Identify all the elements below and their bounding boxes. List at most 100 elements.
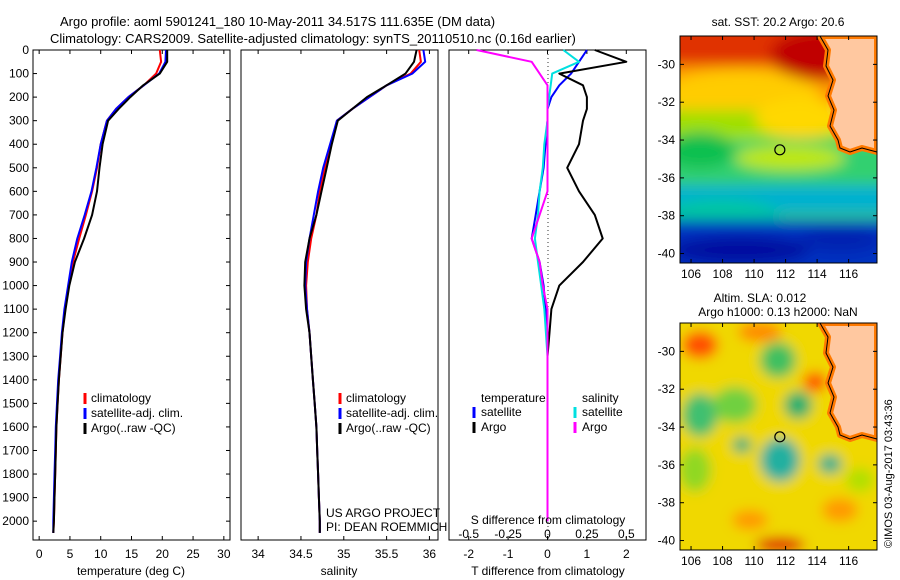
legend-title-salinity: salinity bbox=[582, 391, 619, 405]
depth-tick-label: 1100 bbox=[3, 302, 29, 316]
map-y-tick-label: -36 bbox=[658, 171, 676, 185]
sst-map-panel: sat. SST: 20.2 Argo: 20.6 bbox=[658, 15, 878, 281]
sst-map-frame bbox=[679, 35, 878, 264]
sst-coastline bbox=[819, 36, 877, 153]
sla-coastline bbox=[819, 323, 877, 440]
map-x-tick-label: 106 bbox=[681, 267, 701, 281]
map-y-tick-label: -32 bbox=[658, 95, 676, 109]
map-x-tick-label: 108 bbox=[713, 267, 733, 281]
legend-label: climatology bbox=[91, 391, 151, 405]
map-y-tick-label: -30 bbox=[658, 344, 676, 358]
x-tick-label: 35.5 bbox=[375, 547, 399, 561]
salinity-xlabel: salinity bbox=[321, 564, 358, 578]
salinity-diff-tick-label: 0.25 bbox=[575, 527, 599, 541]
sst-map-title: sat. SST: 20.2 Argo: 20.6 bbox=[712, 15, 845, 29]
map-x-tick-label: 110 bbox=[745, 267, 764, 281]
x-tick-label: 34.5 bbox=[289, 547, 313, 561]
salinity-diff-tick-label: 0 bbox=[544, 527, 551, 541]
map-x-tick-label: 114 bbox=[808, 554, 827, 568]
legend-label: Argo(..raw -QC) bbox=[346, 421, 431, 435]
salinity-diff-tick-label: -0.5 bbox=[458, 527, 479, 541]
map-x-tick-label: 116 bbox=[839, 554, 858, 568]
legend-label: satellite-adj. clim. bbox=[346, 406, 438, 420]
salinity-diff-tick-label: 0.5 bbox=[618, 527, 635, 541]
depth-tick-label: 400 bbox=[9, 137, 29, 151]
map-y-tick-label: -38 bbox=[658, 209, 676, 223]
x-tick-label: -1 bbox=[503, 547, 514, 561]
depth-tick-label: 0 bbox=[22, 43, 29, 57]
depth-tick-label: 1300 bbox=[2, 349, 29, 363]
temperature-diff-label: T difference from climatology bbox=[471, 564, 625, 578]
temperature-lines bbox=[52, 49, 169, 533]
depth-tick-label: 800 bbox=[9, 231, 29, 245]
legend-label: Argo bbox=[481, 420, 507, 434]
depth-tick-label: 1400 bbox=[2, 373, 29, 387]
depth-tick-label: 1700 bbox=[2, 443, 29, 457]
salinity-lines bbox=[303, 49, 427, 533]
map-y-tick-label: -32 bbox=[658, 382, 676, 396]
imos-timestamp-label: ©IMOS 03-Aug-2017 03:43:36 bbox=[883, 399, 895, 548]
depth-tick-label: 2000 bbox=[2, 514, 29, 528]
map-x-tick-label: 112 bbox=[776, 554, 795, 568]
difference-lines bbox=[476, 49, 628, 522]
sla-axes: 106 108 110 112 114 116 -30 -32 -34 -36 -38 -40 bbox=[658, 323, 877, 568]
depth-tick-label: 100 bbox=[9, 67, 29, 81]
x-tick-label: 36 bbox=[423, 547, 437, 561]
map-x-tick-label: 106 bbox=[681, 554, 701, 568]
sla-map-title-1: Altim. SLA: 0.012 bbox=[714, 291, 807, 305]
map-x-tick-label: 108 bbox=[713, 554, 733, 568]
sst-heatmap bbox=[680, 36, 877, 263]
temperature-axes-frame bbox=[32, 49, 231, 541]
title-line-1: Argo profile: aoml 5901241_180 10-May-20… bbox=[60, 14, 495, 29]
sla-heatmap bbox=[680, 323, 877, 550]
salinity-x-axis: 34 34.5 35 35.5 36 bbox=[251, 50, 436, 561]
x-tick-label: 20 bbox=[156, 547, 170, 561]
depth-tick-label: 500 bbox=[9, 161, 29, 175]
pi-label: PI: DEAN ROEMMICH bbox=[326, 520, 447, 534]
x-tick-label: 0 bbox=[36, 547, 43, 561]
depth-tick-label: 1500 bbox=[2, 396, 29, 410]
salinity-panel: 34 34.5 35 35.5 36 salinity climatologysatel… bbox=[240, 49, 447, 578]
map-x-tick-label: 112 bbox=[776, 267, 795, 281]
depth-tick-label: 700 bbox=[9, 208, 29, 222]
map-x-tick-label: 114 bbox=[808, 267, 827, 281]
salinity-diff-ticks: -0.5 -0.25 0 0.25 0.5 bbox=[458, 527, 635, 541]
difference-legend: temperature salinitysatelliteArgosatellit… bbox=[472, 391, 623, 434]
project-label: US ARGO PROJECT bbox=[326, 506, 441, 520]
x-tick-label: -2 bbox=[463, 547, 474, 561]
difference-panel: -2 -1 0 1 2 S difference from climatology -0… bbox=[448, 49, 647, 578]
x-tick-label: 10 bbox=[94, 547, 108, 561]
series-line-argo---raw--qc- bbox=[52, 50, 169, 533]
map-y-tick-label: -36 bbox=[658, 458, 676, 472]
depth-tick-label: 900 bbox=[9, 255, 29, 269]
legend-label: Argo bbox=[582, 420, 608, 434]
sla-map-panel: Altim. SLA: 0.012 Argo h1000: 0.13 h2000… bbox=[658, 291, 878, 568]
sla-map-title-2: Argo h1000: 0.13 h2000: NaN bbox=[698, 305, 857, 319]
legend-label: satellite-adj. clim. bbox=[91, 406, 183, 420]
x-tick-label: 25 bbox=[186, 547, 200, 561]
salinity-diff-label: S difference from climatology bbox=[471, 513, 626, 527]
title-line-2: Climatology: CARS2009. Satellite-adjuste… bbox=[50, 31, 576, 46]
map-y-tick-label: -38 bbox=[658, 496, 676, 510]
temperature-xlabel: temperature (deg C) bbox=[77, 564, 185, 578]
x-tick-label: 15 bbox=[125, 547, 139, 561]
depth-tick-label: 200 bbox=[9, 90, 29, 104]
x-tick-label: 1 bbox=[584, 547, 591, 561]
x-tick-label: 0 bbox=[544, 547, 551, 561]
legend-title-temperature: temperature bbox=[481, 391, 546, 405]
sla-float-marker bbox=[774, 431, 786, 443]
salinity-axes-frame bbox=[240, 49, 439, 541]
map-x-tick-label: 116 bbox=[839, 267, 858, 281]
legend-label: satellite bbox=[582, 405, 623, 419]
map-x-tick-label: 110 bbox=[745, 554, 764, 568]
temperature-panel: 0100200300400500600700800900100011001200… bbox=[2, 43, 646, 578]
depth-tick-label: 1900 bbox=[2, 491, 29, 505]
sla-map-frame bbox=[679, 322, 878, 551]
sst-float-marker bbox=[774, 144, 786, 156]
x-tick-label: 34 bbox=[251, 547, 265, 561]
depth-tick-label: 300 bbox=[9, 114, 29, 128]
sst-axes: 106 108 110 112 114 116 -30 -32 -34 -36 -38 -40 bbox=[658, 36, 877, 281]
